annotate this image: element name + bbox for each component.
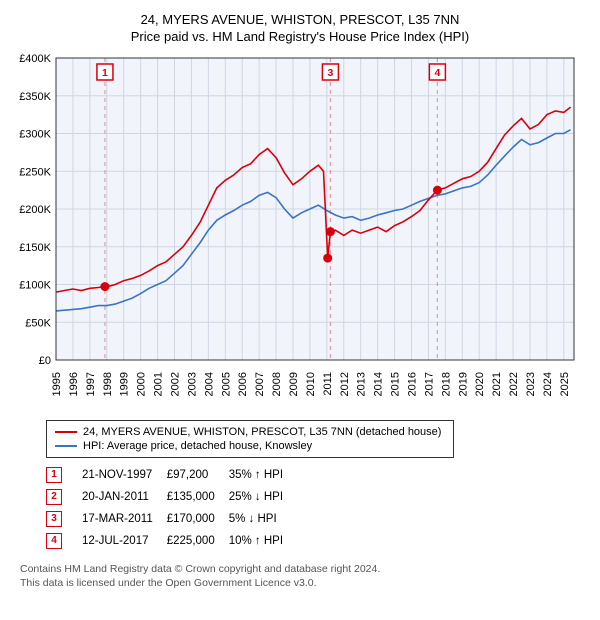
x-tick-label: 2012 xyxy=(339,372,351,396)
tx-date: 17-MAR-2011 xyxy=(82,508,167,530)
legend-swatch xyxy=(55,445,77,447)
x-tick-label: 2002 xyxy=(169,372,181,396)
legend-label: HPI: Average price, detached house, Know… xyxy=(83,440,312,452)
x-tick-label: 1995 xyxy=(51,372,63,396)
x-tick-label: 1998 xyxy=(102,372,114,396)
title-line1: 24, MYERS AVENUE, WHISTON, PRESCOT, L35 … xyxy=(10,12,590,27)
x-tick-label: 2001 xyxy=(153,372,165,396)
table-row: 3 17-MAR-2011£170,0005% ↓ HPI xyxy=(46,508,297,530)
tx-marker-badge: 3 xyxy=(46,511,62,527)
x-tick-label: 2004 xyxy=(203,372,215,396)
y-tick-label: £400K xyxy=(19,53,51,65)
x-tick-label: 2007 xyxy=(254,372,266,396)
tx-price: £135,000 xyxy=(167,486,229,508)
tx-marker-badge: 2 xyxy=(46,489,62,505)
x-tick-label: 2009 xyxy=(288,372,300,396)
legend-swatch xyxy=(55,431,77,433)
tx-delta: 10% ↑ HPI xyxy=(229,530,297,552)
x-tick-label: 1999 xyxy=(119,372,131,396)
transaction-marker-num: 3 xyxy=(327,67,333,79)
x-tick-label: 2017 xyxy=(423,372,435,396)
x-tick-label: 2005 xyxy=(220,372,232,396)
x-tick-label: 2022 xyxy=(508,372,520,396)
y-tick-label: £0 xyxy=(39,355,51,367)
x-tick-label: 2003 xyxy=(186,372,198,396)
y-tick-label: £300K xyxy=(19,129,51,141)
y-tick-label: £150K xyxy=(19,242,51,254)
x-tick-label: 2011 xyxy=(322,372,334,396)
x-tick-label: 2014 xyxy=(373,372,385,396)
tx-date: 12-JUL-2017 xyxy=(82,530,167,552)
footer-line1: Contains HM Land Registry data © Crown c… xyxy=(20,562,590,576)
x-tick-label: 2023 xyxy=(525,372,537,396)
x-tick-label: 2006 xyxy=(237,372,249,396)
y-tick-label: £100K xyxy=(19,280,51,292)
footer-line2: This data is licensed under the Open Gov… xyxy=(20,576,590,590)
legend-row: HPI: Average price, detached house, Know… xyxy=(55,439,445,453)
legend: 24, MYERS AVENUE, WHISTON, PRESCOT, L35 … xyxy=(46,420,454,458)
x-tick-label: 2019 xyxy=(457,372,469,396)
y-tick-label: £350K xyxy=(19,91,51,103)
tx-marker-badge: 4 xyxy=(46,533,62,549)
transaction-dot xyxy=(323,254,332,263)
x-tick-label: 2008 xyxy=(271,372,283,396)
x-tick-label: 1996 xyxy=(68,372,80,396)
x-tick-label: 2024 xyxy=(542,372,554,396)
x-tick-label: 2015 xyxy=(390,372,402,396)
chart-title-block: 24, MYERS AVENUE, WHISTON, PRESCOT, L35 … xyxy=(10,12,590,44)
transaction-marker-num: 1 xyxy=(102,67,108,79)
x-tick-label: 2025 xyxy=(559,372,571,396)
title-line2: Price paid vs. HM Land Registry's House … xyxy=(10,29,590,44)
x-tick-label: 2000 xyxy=(136,372,148,396)
tx-price: £97,200 xyxy=(167,464,229,486)
y-tick-label: £50K xyxy=(25,317,51,329)
x-tick-label: 2018 xyxy=(440,372,452,396)
tx-delta: 5% ↓ HPI xyxy=(229,508,297,530)
x-tick-label: 2016 xyxy=(406,372,418,396)
x-tick-label: 2021 xyxy=(491,372,503,396)
table-row: 1 21-NOV-1997£97,20035% ↑ HPI xyxy=(46,464,297,486)
footer-attribution: Contains HM Land Registry data © Crown c… xyxy=(20,562,590,590)
x-tick-label: 1997 xyxy=(85,372,97,396)
legend-label: 24, MYERS AVENUE, WHISTON, PRESCOT, L35 … xyxy=(83,426,441,438)
x-tick-label: 2013 xyxy=(356,372,368,396)
x-tick-label: 2020 xyxy=(474,372,486,396)
transaction-dot xyxy=(100,282,109,291)
tx-date: 21-NOV-1997 xyxy=(82,464,167,486)
table-row: 2 20-JAN-2011£135,00025% ↓ HPI xyxy=(46,486,297,508)
table-row: 4 12-JUL-2017£225,00010% ↑ HPI xyxy=(46,530,297,552)
price-chart: £0 £50K £100K £150K £200K £250K £300K £350K £400… xyxy=(10,52,580,412)
chart-container: £0 £50K £100K £150K £200K £250K £300K £350K £400… xyxy=(10,52,590,412)
tx-marker-badge: 1 xyxy=(46,467,62,483)
y-tick-label: £250K xyxy=(19,166,51,178)
legend-row: 24, MYERS AVENUE, WHISTON, PRESCOT, L35 … xyxy=(55,425,445,439)
tx-price: £225,000 xyxy=(167,530,229,552)
tx-date: 20-JAN-2011 xyxy=(82,486,167,508)
tx-price: £170,000 xyxy=(167,508,229,530)
transactions-table: 1 21-NOV-1997£97,20035% ↑ HPI 2 20-JAN-2011… xyxy=(46,464,297,552)
tx-delta: 25% ↓ HPI xyxy=(229,486,297,508)
transaction-dot xyxy=(433,186,442,195)
transaction-marker-num: 4 xyxy=(434,67,440,79)
y-tick-label: £200K xyxy=(19,204,51,216)
tx-delta: 35% ↑ HPI xyxy=(229,464,297,486)
x-tick-label: 2010 xyxy=(305,372,317,396)
transaction-dot xyxy=(326,227,335,236)
